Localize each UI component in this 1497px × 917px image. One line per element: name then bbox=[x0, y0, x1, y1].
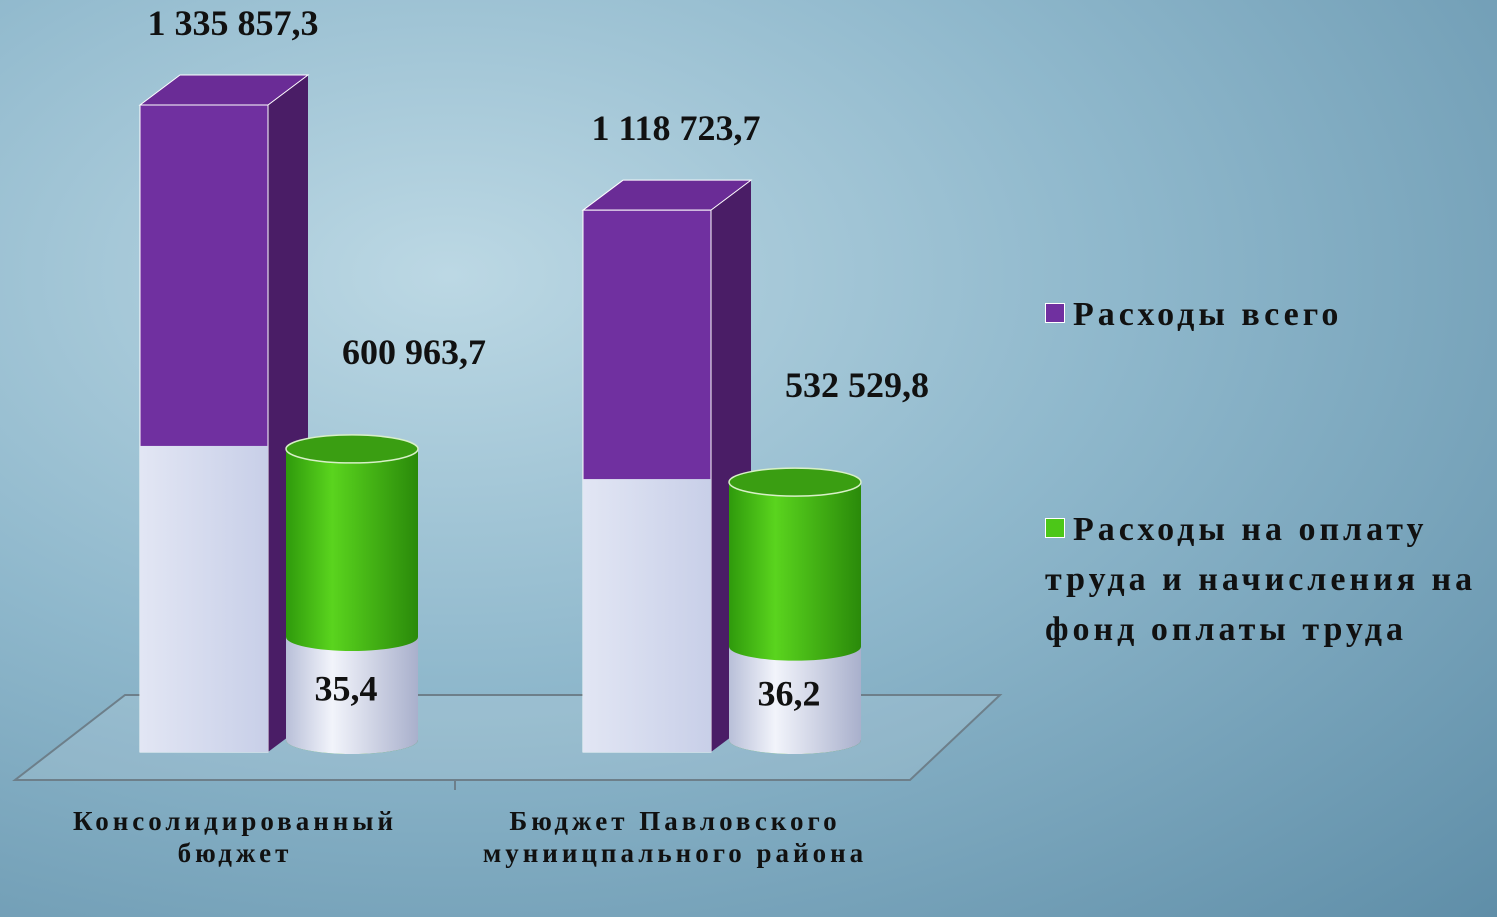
cylinder-top bbox=[728, 467, 862, 497]
value-label: 600 963,7 bbox=[342, 332, 486, 372]
legend-text: Расходы на оплату труда и начисления на … bbox=[1045, 511, 1477, 648]
bar-lower bbox=[140, 445, 268, 752]
value-label: 1 335 857,3 bbox=[148, 3, 319, 43]
legend-item: Расходы на оплату труда и начисления на … bbox=[1045, 505, 1495, 655]
cylinder-top bbox=[285, 434, 419, 464]
bar-lower bbox=[583, 479, 711, 752]
legend-item: Расходы всего bbox=[1045, 290, 1495, 340]
share-label: 35,4 bbox=[315, 668, 378, 708]
share-label: 36,2 bbox=[758, 673, 821, 713]
category-label: Бюджет Павловского муниицпального района bbox=[482, 806, 868, 868]
legend-swatch bbox=[1045, 518, 1065, 538]
value-label: 1 118 723,7 bbox=[591, 108, 760, 148]
category-label: Консолидированный бюджет bbox=[72, 806, 397, 868]
legend-swatch bbox=[1045, 303, 1065, 323]
cylinder-share bbox=[286, 636, 418, 754]
value-label: 532 529,8 bbox=[785, 365, 929, 405]
legend-text: Расходы всего bbox=[1073, 296, 1343, 333]
cylinder-share bbox=[729, 646, 861, 754]
